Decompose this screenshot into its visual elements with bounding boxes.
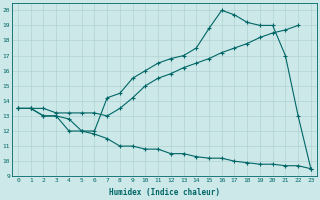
X-axis label: Humidex (Indice chaleur): Humidex (Indice chaleur) bbox=[109, 188, 220, 197]
